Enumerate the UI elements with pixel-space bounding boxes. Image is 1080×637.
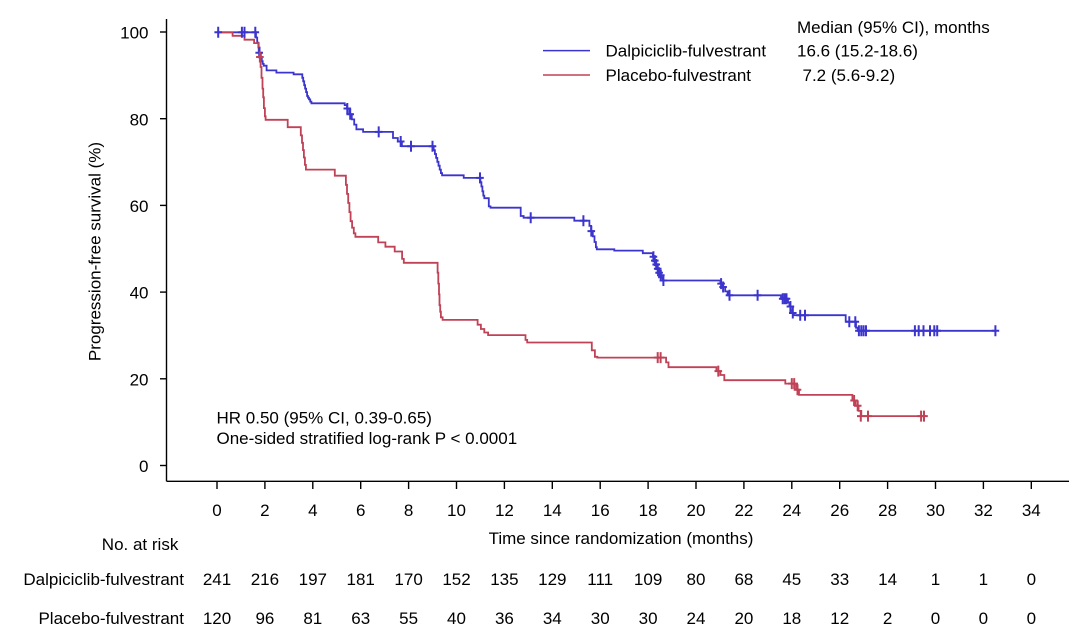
svg-text:216: 216 [251,570,279,589]
svg-text:60: 60 [130,197,149,216]
svg-text:129: 129 [538,570,566,589]
svg-text:30: 30 [591,609,610,628]
svg-text:20: 20 [130,370,149,389]
svg-text:96: 96 [255,609,274,628]
svg-text:40: 40 [447,609,466,628]
svg-text:0: 0 [139,457,148,476]
svg-text:No. at risk: No. at risk [102,535,179,554]
svg-text:32: 32 [974,501,993,520]
svg-text:80: 80 [687,570,706,589]
svg-text:10: 10 [447,501,466,520]
svg-text:16: 16 [591,501,610,520]
svg-text:45: 45 [782,570,801,589]
svg-text:2: 2 [260,501,269,520]
svg-text:6: 6 [356,501,365,520]
svg-text:24: 24 [687,609,706,628]
svg-text:170: 170 [394,570,422,589]
svg-text:1: 1 [979,570,988,589]
svg-text:One-sided stratified log-rank: One-sided stratified log-rank P < 0.0001 [217,429,518,448]
svg-text:7.2 (5.6-9.2): 7.2 (5.6-9.2) [803,66,896,85]
svg-text:26: 26 [830,501,849,520]
svg-text:24: 24 [782,501,801,520]
svg-text:109: 109 [634,570,662,589]
svg-text:34: 34 [1022,501,1041,520]
svg-text:36: 36 [495,609,514,628]
svg-text:0: 0 [1027,570,1036,589]
svg-text:20: 20 [734,609,753,628]
svg-text:Time since randomization (mont: Time since randomization (months) [489,529,754,548]
svg-text:Dalpiciclib-fulvestrant: Dalpiciclib-fulvestrant [23,570,184,589]
svg-text:100: 100 [120,24,148,43]
svg-text:111: 111 [587,570,613,589]
svg-text:0: 0 [931,609,940,628]
svg-text:197: 197 [299,570,327,589]
svg-text:55: 55 [399,609,418,628]
svg-text:30: 30 [926,501,945,520]
svg-text:Median (95% CI), months: Median (95% CI), months [797,18,990,37]
svg-text:0: 0 [979,609,988,628]
svg-text:4: 4 [308,501,317,520]
svg-text:80: 80 [130,110,149,129]
svg-text:181: 181 [347,570,375,589]
svg-text:152: 152 [442,570,470,589]
svg-text:8: 8 [404,501,413,520]
svg-text:Placebo-fulvestrant: Placebo-fulvestrant [38,609,184,628]
svg-text:14: 14 [543,501,562,520]
svg-text:22: 22 [734,501,753,520]
svg-text:HR 0.50 (95% CI, 0.39-0.65): HR 0.50 (95% CI, 0.39-0.65) [217,409,432,428]
svg-text:34: 34 [543,609,562,628]
svg-text:40: 40 [130,284,149,303]
svg-text:1: 1 [931,570,940,589]
svg-text:120: 120 [203,609,231,628]
svg-text:0: 0 [1027,609,1036,628]
svg-text:Dalpiciclib-fulvestrant: Dalpiciclib-fulvestrant [606,42,767,61]
svg-text:135: 135 [490,570,518,589]
svg-text:16.6 (15.2-18.6): 16.6 (15.2-18.6) [797,42,918,61]
svg-text:12: 12 [495,501,514,520]
svg-text:18: 18 [782,609,801,628]
svg-text:68: 68 [734,570,753,589]
svg-text:18: 18 [639,501,658,520]
svg-text:2: 2 [883,609,892,628]
svg-text:241: 241 [203,570,231,589]
svg-text:12: 12 [830,609,849,628]
svg-text:Progression-free survival (%): Progression-free survival (%) [86,142,105,361]
svg-text:81: 81 [303,609,322,628]
svg-text:0: 0 [212,501,221,520]
svg-text:Placebo-fulvestrant: Placebo-fulvestrant [606,66,752,85]
svg-text:30: 30 [639,609,658,628]
svg-text:63: 63 [351,609,370,628]
svg-text:33: 33 [830,570,849,589]
svg-text:20: 20 [687,501,706,520]
svg-text:14: 14 [878,570,897,589]
svg-text:28: 28 [878,501,897,520]
